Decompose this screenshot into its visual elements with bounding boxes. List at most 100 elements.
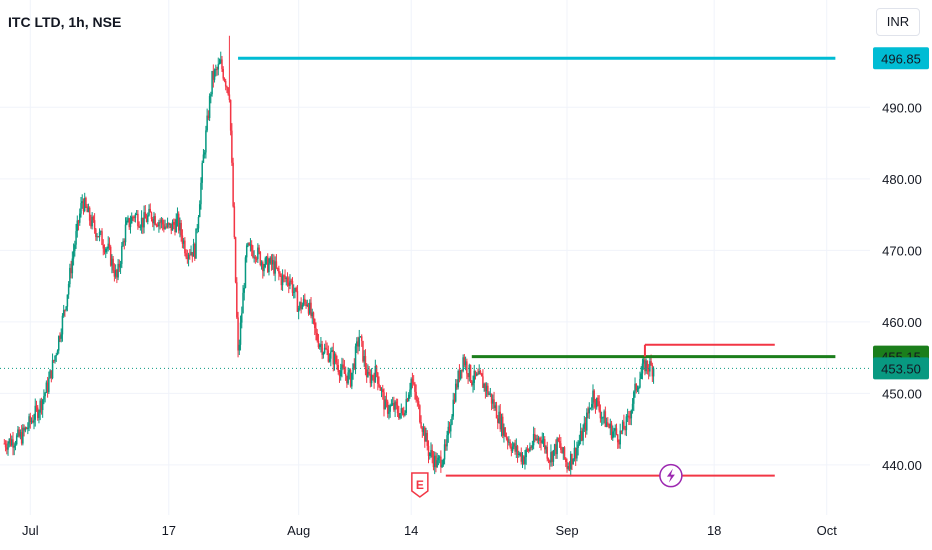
- candle-body: [436, 460, 438, 468]
- candle-body: [242, 292, 244, 314]
- candle-body: [185, 253, 187, 258]
- candle-body: [400, 408, 403, 414]
- earnings-icon: E: [411, 472, 429, 498]
- candle-body: [642, 359, 645, 364]
- candle-body: [503, 427, 505, 436]
- flash-icon-bolt: [666, 468, 675, 483]
- candle-body: [288, 282, 290, 286]
- y-tick-label: 470.00: [882, 243, 922, 258]
- candle-body: [389, 405, 391, 412]
- candle-body: [253, 256, 255, 258]
- candle-body: [597, 397, 599, 402]
- candle-body: [92, 216, 95, 221]
- candle-body: [625, 416, 628, 431]
- chart-grid: [0, 0, 870, 515]
- candle-body: [263, 267, 265, 272]
- candle-body: [515, 446, 518, 452]
- candle-body: [493, 399, 495, 409]
- candle-body: [551, 452, 553, 462]
- candle-body: [328, 358, 331, 362]
- candle-body: [232, 162, 234, 207]
- candle-body: [459, 369, 462, 379]
- candle-body: [634, 383, 636, 392]
- candle-body: [352, 363, 354, 373]
- candle-body: [607, 422, 609, 426]
- candle-body: [466, 361, 468, 374]
- candle-body: [482, 376, 484, 388]
- candle-body: [608, 425, 610, 428]
- candle-body: [545, 446, 547, 450]
- candle-body: [603, 411, 605, 418]
- candle-body: [521, 456, 524, 462]
- candle-body: [116, 269, 118, 278]
- candle-body: [212, 70, 215, 80]
- candle-body: [492, 399, 494, 404]
- resistance-price-tag: 496.85: [881, 51, 921, 66]
- candle-body: [344, 373, 347, 376]
- candle-body: [264, 258, 267, 268]
- candle-body: [249, 244, 252, 246]
- candle-body: [65, 306, 67, 310]
- candle-body: [552, 450, 555, 462]
- candle-body: [211, 70, 213, 95]
- candle-body: [594, 402, 597, 408]
- candle-body: [652, 368, 655, 377]
- candle-body: [159, 222, 161, 224]
- candle-body: [458, 370, 461, 379]
- candle-body: [582, 428, 584, 441]
- candle-body: [69, 267, 71, 285]
- candle-body: [435, 455, 437, 468]
- candle-body: [155, 224, 158, 226]
- candle-body: [258, 247, 260, 252]
- candle-body: [53, 360, 55, 362]
- candle-body: [80, 203, 82, 214]
- candle-body: [276, 267, 279, 269]
- candle-body: [59, 336, 61, 339]
- candle-body: [386, 401, 389, 414]
- candle-body: [610, 423, 613, 439]
- candle-body: [301, 304, 304, 310]
- candle-body: [467, 373, 469, 378]
- candle-body: [198, 204, 201, 218]
- candle-body: [274, 261, 276, 274]
- candle-body: [448, 426, 451, 432]
- candle-body: [586, 412, 588, 431]
- candle-body: [292, 291, 295, 293]
- candle-body: [510, 447, 513, 452]
- candle-body: [595, 397, 598, 408]
- candle-body: [54, 355, 56, 361]
- candle-body: [569, 453, 572, 470]
- candle-body: [484, 383, 487, 392]
- candle-body: [165, 226, 168, 228]
- candle-body: [557, 438, 560, 442]
- candle-body: [8, 438, 11, 444]
- candle-body: [289, 280, 291, 286]
- candle-body: [626, 415, 629, 417]
- candle-body: [462, 357, 464, 371]
- currency-button[interactable]: INR: [876, 8, 920, 36]
- candle-body: [463, 357, 466, 366]
- candle-body: [29, 416, 32, 423]
- current-price-tag: 453.50: [881, 361, 921, 376]
- candle-body: [599, 410, 602, 419]
- candle-body: [592, 390, 594, 405]
- candle-body: [432, 457, 435, 468]
- candle-body: [313, 318, 316, 329]
- candle-body: [309, 302, 311, 314]
- candle-body: [316, 333, 318, 341]
- candle-body: [91, 216, 93, 227]
- candle-body: [114, 269, 117, 277]
- candle-body: [38, 412, 40, 418]
- candle-body: [163, 224, 165, 229]
- candle-body: [614, 428, 616, 431]
- candle-body: [100, 231, 102, 233]
- candle-body: [426, 432, 429, 446]
- candle-body: [14, 444, 17, 446]
- candle-body: [441, 464, 443, 468]
- candle-body: [139, 226, 142, 228]
- candle-body: [133, 217, 135, 219]
- candle-body: [177, 213, 180, 231]
- candle-body: [10, 439, 13, 446]
- candle-body: [118, 263, 121, 268]
